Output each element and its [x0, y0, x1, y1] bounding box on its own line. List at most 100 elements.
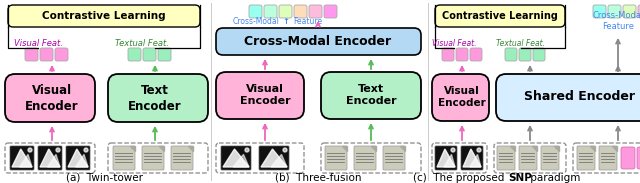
Polygon shape	[437, 149, 455, 167]
Text: Cross-Modal: Cross-Modal	[233, 16, 280, 25]
FancyBboxPatch shape	[461, 146, 483, 170]
Polygon shape	[47, 154, 60, 167]
Text: Visual
Encoder: Visual Encoder	[25, 83, 79, 113]
Text: Cross-Modal
Feature: Cross-Modal Feature	[592, 11, 640, 31]
FancyBboxPatch shape	[505, 48, 517, 61]
FancyBboxPatch shape	[40, 48, 53, 61]
Polygon shape	[159, 146, 164, 151]
FancyBboxPatch shape	[279, 5, 292, 18]
Text: Shared Encoder: Shared Encoder	[524, 91, 634, 104]
FancyBboxPatch shape	[55, 48, 68, 61]
Text: Visual
Encoder: Visual Encoder	[438, 86, 486, 108]
Text: (b)  Three-fusion: (b) Three-fusion	[275, 173, 361, 183]
FancyBboxPatch shape	[108, 74, 208, 122]
Circle shape	[28, 148, 32, 152]
FancyBboxPatch shape	[108, 143, 208, 173]
Circle shape	[245, 148, 249, 152]
Text: Textual Feat.: Textual Feat.	[115, 40, 169, 48]
Text: (a)  Twin-tower: (a) Twin-tower	[65, 173, 143, 183]
Polygon shape	[510, 146, 515, 151]
Circle shape	[451, 148, 455, 152]
Polygon shape	[233, 154, 249, 167]
FancyBboxPatch shape	[321, 72, 421, 119]
FancyBboxPatch shape	[599, 146, 617, 170]
FancyBboxPatch shape	[259, 146, 289, 170]
FancyBboxPatch shape	[638, 5, 640, 18]
FancyBboxPatch shape	[216, 72, 304, 119]
Circle shape	[283, 148, 287, 152]
FancyBboxPatch shape	[593, 5, 606, 18]
FancyBboxPatch shape	[435, 146, 457, 170]
FancyBboxPatch shape	[216, 143, 304, 173]
Polygon shape	[463, 149, 481, 167]
FancyBboxPatch shape	[264, 5, 277, 18]
Text: SNP: SNP	[508, 173, 532, 183]
FancyBboxPatch shape	[432, 143, 487, 173]
FancyBboxPatch shape	[442, 48, 454, 61]
FancyBboxPatch shape	[623, 5, 636, 18]
FancyBboxPatch shape	[383, 146, 405, 170]
Polygon shape	[223, 149, 249, 167]
FancyBboxPatch shape	[294, 5, 307, 18]
FancyBboxPatch shape	[354, 146, 376, 170]
FancyBboxPatch shape	[435, 5, 565, 27]
FancyBboxPatch shape	[10, 146, 34, 170]
FancyBboxPatch shape	[325, 146, 347, 170]
Text: Contrastive Learning: Contrastive Learning	[42, 11, 166, 21]
FancyBboxPatch shape	[456, 48, 468, 61]
Polygon shape	[188, 146, 193, 151]
Polygon shape	[68, 149, 88, 167]
Text: Textual Feat.: Textual Feat.	[497, 40, 545, 48]
FancyBboxPatch shape	[5, 74, 95, 122]
FancyBboxPatch shape	[142, 146, 164, 170]
FancyBboxPatch shape	[497, 146, 515, 170]
Text: Contrastive Learning: Contrastive Learning	[442, 11, 558, 21]
Text: Feature: Feature	[293, 16, 322, 25]
Text: Text
Encoder: Text Encoder	[346, 84, 396, 106]
Polygon shape	[554, 146, 559, 151]
FancyBboxPatch shape	[5, 143, 95, 173]
FancyBboxPatch shape	[573, 143, 640, 173]
FancyBboxPatch shape	[533, 48, 545, 61]
Text: paradigm: paradigm	[527, 173, 580, 183]
FancyBboxPatch shape	[470, 48, 482, 61]
FancyBboxPatch shape	[249, 5, 262, 18]
Text: Visual
Encoder: Visual Encoder	[240, 84, 291, 106]
FancyBboxPatch shape	[637, 147, 640, 169]
Text: Cross-Modal Encoder: Cross-Modal Encoder	[244, 35, 392, 48]
FancyBboxPatch shape	[519, 146, 537, 170]
Polygon shape	[342, 146, 347, 151]
FancyBboxPatch shape	[171, 146, 193, 170]
FancyBboxPatch shape	[432, 74, 489, 121]
Polygon shape	[444, 154, 455, 167]
FancyBboxPatch shape	[541, 146, 559, 170]
Polygon shape	[40, 149, 60, 167]
Polygon shape	[590, 146, 595, 151]
Polygon shape	[130, 146, 135, 151]
FancyBboxPatch shape	[113, 146, 135, 170]
Polygon shape	[371, 146, 376, 151]
Text: Visual Feat.: Visual Feat.	[432, 40, 476, 48]
FancyBboxPatch shape	[158, 48, 171, 61]
Text: Visual Feat.: Visual Feat.	[13, 40, 63, 48]
Polygon shape	[612, 146, 617, 151]
FancyBboxPatch shape	[608, 5, 621, 18]
FancyBboxPatch shape	[309, 5, 322, 18]
Polygon shape	[470, 154, 481, 167]
FancyBboxPatch shape	[321, 143, 421, 173]
Polygon shape	[20, 154, 32, 167]
Circle shape	[56, 148, 60, 152]
Text: ↑: ↑	[282, 16, 289, 25]
FancyBboxPatch shape	[494, 143, 566, 173]
Polygon shape	[12, 149, 32, 167]
Polygon shape	[261, 149, 287, 167]
FancyBboxPatch shape	[25, 48, 38, 61]
Circle shape	[84, 148, 88, 152]
FancyBboxPatch shape	[216, 28, 421, 55]
Polygon shape	[532, 146, 537, 151]
Text: Text
Encoder: Text Encoder	[128, 83, 182, 113]
FancyBboxPatch shape	[66, 146, 90, 170]
FancyBboxPatch shape	[577, 146, 595, 170]
FancyBboxPatch shape	[324, 5, 337, 18]
FancyBboxPatch shape	[8, 5, 200, 27]
